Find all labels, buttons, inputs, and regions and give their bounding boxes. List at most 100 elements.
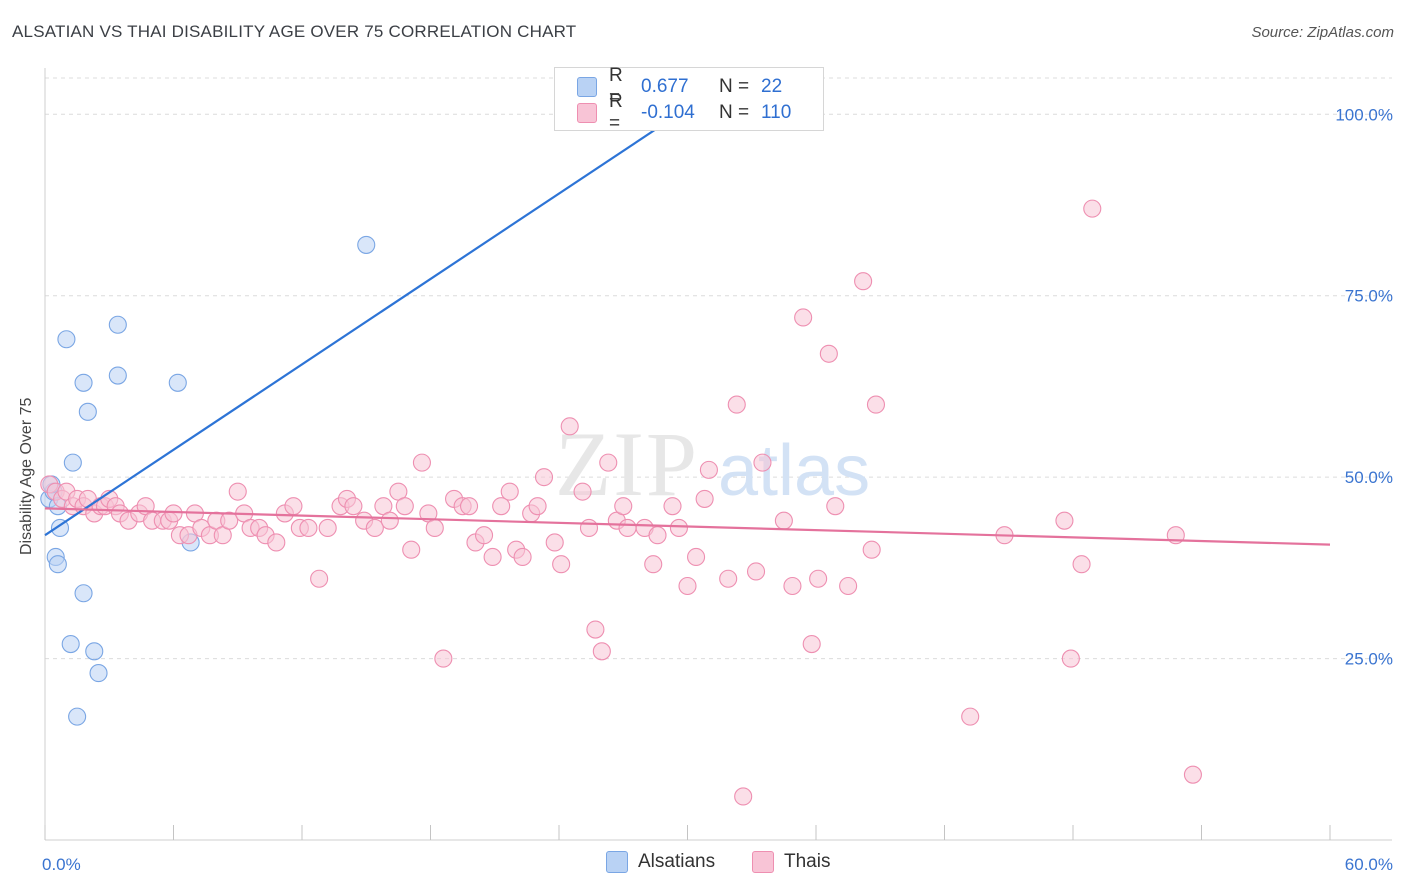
alsatians-point: [57, 330, 76, 349]
thais-point: [774, 511, 793, 530]
r-label: R =: [609, 91, 623, 134]
trend-layer: [44, 91, 1331, 546]
thais-point: [579, 518, 599, 537]
thais-point: [866, 395, 886, 414]
alsatians-trend-line: [44, 91, 712, 537]
n-label: N =: [719, 102, 750, 123]
thais-point: [809, 569, 828, 588]
thais-point: [560, 417, 579, 436]
alsatians-point: [108, 315, 127, 334]
alsatians-swatch: [577, 77, 597, 97]
source-label: Source: ZipAtlas.com: [1251, 24, 1394, 41]
thais-point: [513, 547, 532, 567]
x-tick-label: 60.0%: [1345, 855, 1393, 874]
chart-title: ALSATIAN VS THAI DISABILITY AGE OVER 75 …: [12, 22, 577, 41]
thais-point: [678, 576, 697, 596]
alsatians-point: [63, 453, 82, 472]
alsatians-point: [61, 635, 80, 654]
thais-trend-line: [44, 507, 1331, 546]
n-value: 110: [761, 102, 792, 123]
y-tick-label: 75.0%: [1345, 287, 1393, 306]
alsatians-point: [78, 402, 97, 421]
thais-point: [434, 649, 453, 668]
thais-point: [483, 547, 502, 567]
thais-point: [727, 395, 746, 414]
thais-point: [267, 533, 286, 552]
thais-legend-label: Thais: [784, 851, 831, 872]
thais-point: [862, 540, 881, 559]
thais-point: [164, 504, 183, 523]
thais-point: [826, 497, 845, 516]
thais-point: [699, 460, 718, 479]
legend-item-thais[interactable]: Thais: [752, 851, 830, 873]
thais-point: [412, 453, 431, 472]
alsatians-point: [89, 664, 108, 683]
thais-point: [545, 533, 564, 552]
thais-point: [492, 497, 511, 516]
stats-legend: R = 0.677 N = 22 R = -0.104 N = 110: [554, 65, 824, 134]
thais-point: [618, 518, 637, 537]
legend-row-alsatians: R = 0.677 N = 22: [577, 65, 783, 108]
n-label: N =: [719, 76, 750, 97]
thais-point: [599, 453, 618, 472]
points-layer: [40, 105, 1202, 806]
grid-layer: [45, 77, 1392, 660]
thais-point: [802, 635, 821, 654]
thais-point: [474, 526, 494, 545]
alsatians-legend-swatch: [606, 851, 628, 873]
thais-point: [528, 497, 547, 516]
thais-point: [783, 576, 802, 596]
thais-point: [1061, 649, 1080, 668]
thais-point: [318, 518, 337, 537]
thais-legend-swatch: [752, 851, 774, 873]
thais-point: [592, 642, 611, 661]
thais-point: [220, 511, 239, 530]
thais-point: [1183, 765, 1202, 784]
alsatians-point: [108, 366, 127, 385]
x-tick-label: 0.0%: [42, 855, 81, 874]
y-axis-label: Disability Age Over 75: [18, 397, 35, 555]
thais-point: [794, 308, 813, 327]
thais-point: [228, 482, 247, 501]
alsatians-point: [357, 235, 376, 254]
thais-point: [1055, 511, 1074, 530]
thais-point: [402, 540, 421, 559]
thais-point: [961, 707, 980, 726]
legend-item-alsatians[interactable]: Alsatians: [606, 851, 715, 873]
thais-point: [425, 518, 444, 537]
thais-swatch: [577, 103, 597, 123]
alsatians-legend-label: Alsatians: [638, 851, 716, 872]
alsatians-point: [68, 707, 87, 726]
thais-point: [380, 511, 399, 530]
thais-point: [644, 555, 663, 574]
thais-point: [669, 518, 688, 537]
alsatians-point: [85, 642, 104, 661]
thais-point: [663, 497, 682, 516]
thais-point: [648, 526, 667, 545]
watermark-atlas: atlas: [718, 431, 870, 511]
thais-point: [586, 620, 605, 639]
axis-layer: [44, 68, 1392, 841]
thais-point: [534, 468, 554, 487]
thais-point: [344, 497, 363, 516]
thais-point: [854, 272, 873, 291]
y-tick-label: 50.0%: [1345, 468, 1393, 487]
y-axis-label-wrap: Disability Age Over 75: [18, 298, 36, 555]
tick-label-layer: 25.0% 50.0% 75.0% 100.0% 0.0% 60.0%: [42, 105, 1393, 874]
thais-point: [1072, 555, 1091, 574]
thais-point: [365, 518, 384, 537]
alsatians-point: [74, 373, 93, 392]
thais-point: [687, 547, 706, 567]
thais-point: [734, 787, 753, 806]
alsatians-point: [74, 584, 93, 603]
thais-point: [299, 518, 318, 537]
thais-point: [459, 497, 479, 516]
n-value: 22: [761, 76, 783, 97]
series-legend: Alsatians Thais: [0, 851, 1406, 877]
thais-point: [819, 344, 838, 363]
thais-point: [719, 569, 738, 588]
thais-point: [500, 482, 519, 501]
legend-row-thais: R = -0.104 N = 110: [577, 91, 792, 134]
thais-point: [310, 569, 329, 588]
